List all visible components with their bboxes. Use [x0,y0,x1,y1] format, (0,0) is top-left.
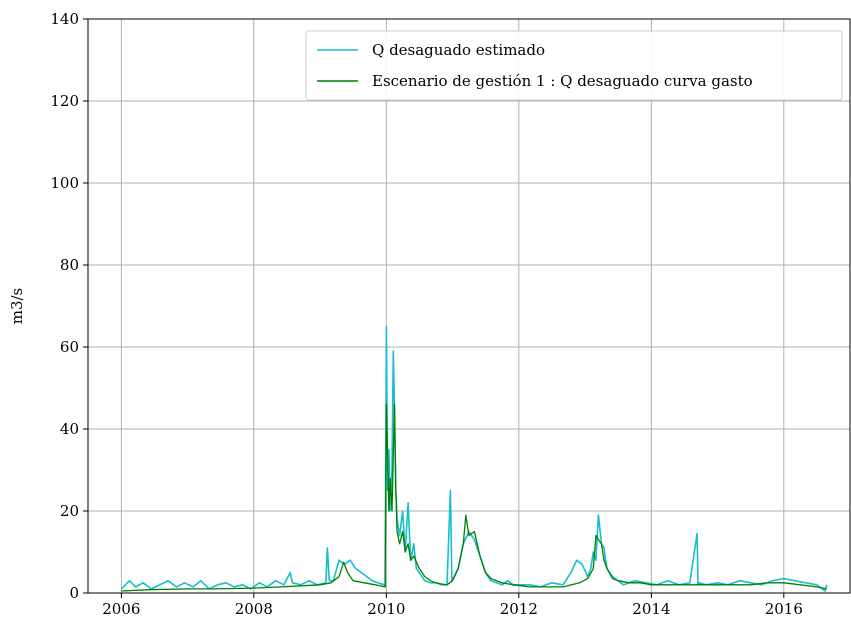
legend-box [305,30,843,101]
y-tick-label: 40 [60,420,79,438]
x-tick-label: 2010 [367,600,405,618]
x-tick-label: 2014 [632,600,670,618]
y-tick-label: 140 [50,10,79,28]
y-tick-label: 20 [60,502,79,520]
axis-ticks: 2006 2008 2010 2012 2014 2016 0 20 40 60 80 100 120 1… [50,10,803,618]
x-tick-label: 2008 [235,600,273,618]
legend: Q desaguado estimado Escenario de gestión… [305,30,843,101]
legend-label: Escenario de gestión 1 : Q desaguado cur… [372,72,753,90]
y-tick-label: 0 [69,584,79,602]
y-tick-label: 60 [60,338,79,356]
plot-frame [87,18,851,594]
series-line-2 [121,403,827,592]
y-axis-label: m3/s [8,288,26,325]
y-tick-label: 80 [60,256,79,274]
y-tick-label: 100 [50,174,79,192]
series-layer [120,325,828,592]
x-tick-label: 2012 [500,600,538,618]
y-tick-label: 120 [50,92,79,110]
legend-label: Q desaguado estimado [372,41,545,59]
grid-lines [88,18,850,594]
series-line-1 [120,325,828,592]
x-tick-label: 2006 [102,600,140,618]
x-tick-label: 2016 [765,600,803,618]
